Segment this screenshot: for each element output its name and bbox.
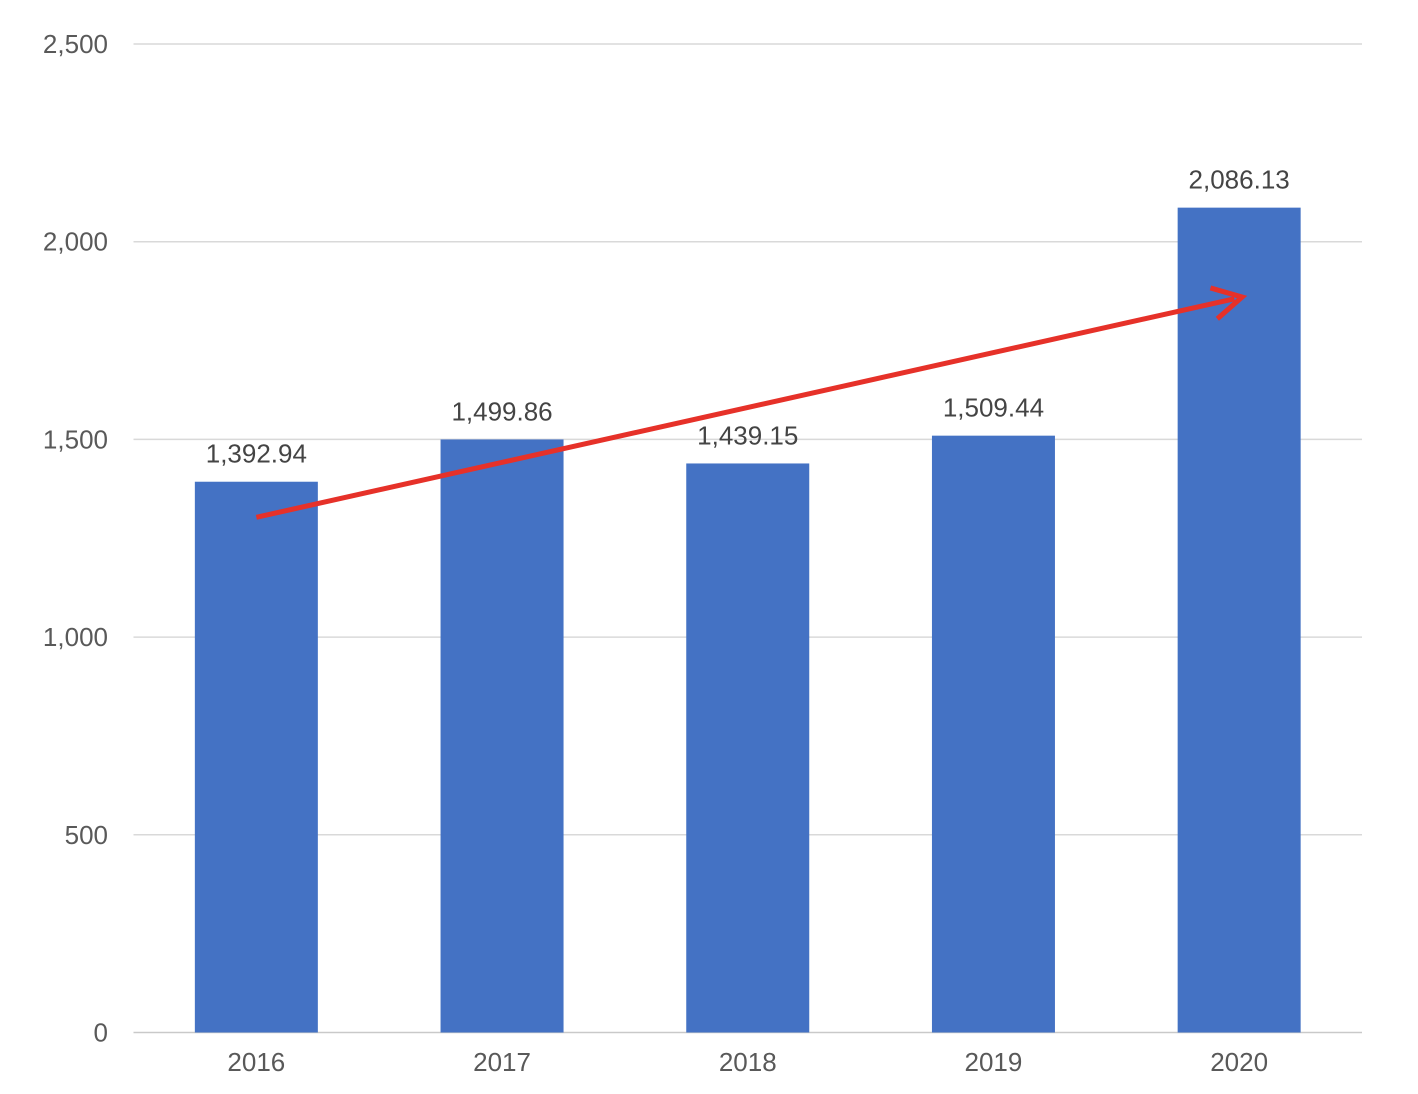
data-label-2020: 2,086.13 [1189, 165, 1290, 195]
y-tick-label: 2,000 [43, 227, 108, 257]
bar-series [194, 207, 1301, 1033]
bar-2019 [931, 435, 1055, 1033]
y-tick-label: 1,000 [43, 622, 108, 652]
x-tick-label-2018: 2018 [719, 1047, 777, 1077]
arrow-shaft [255, 296, 1235, 520]
arrow-head-icon [1209, 285, 1248, 321]
bar-2020 [1177, 207, 1301, 1033]
y-tick-label: 0 [94, 1018, 108, 1048]
trend-arrow [255, 285, 1248, 520]
bar-2016 [194, 481, 318, 1033]
y-tick-label: 1,500 [43, 424, 108, 454]
x-tick-label-2020: 2020 [1210, 1047, 1268, 1077]
bar-2017 [440, 439, 564, 1033]
x-tick-label-2016: 2016 [227, 1047, 285, 1077]
y-tick-label: 500 [65, 820, 108, 850]
bar-2018 [686, 463, 810, 1033]
data-label-2019: 1,509.44 [943, 393, 1044, 423]
x-tick-label-2019: 2019 [965, 1047, 1023, 1077]
data-label-2017: 1,499.86 [451, 396, 552, 426]
data-label-2018: 1,439.15 [697, 420, 798, 450]
y-tick-label: 2,500 [43, 29, 108, 59]
x-tick-label-2017: 2017 [473, 1047, 531, 1077]
labels: 0 500 1,000 1,500 2,000 2,500 1,392.94 2016 1,49… [43, 29, 1290, 1077]
data-label-2016: 1,392.94 [206, 439, 307, 469]
